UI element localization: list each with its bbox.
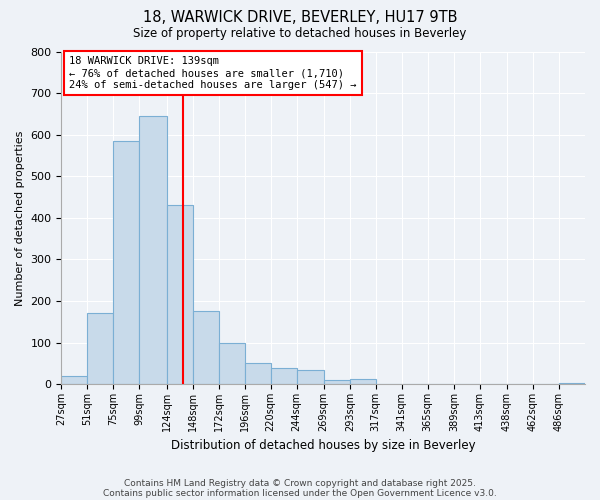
Text: 18, WARWICK DRIVE, BEVERLEY, HU17 9TB: 18, WARWICK DRIVE, BEVERLEY, HU17 9TB — [143, 10, 457, 25]
Bar — [139, 116, 167, 384]
Bar — [113, 141, 139, 384]
Text: Contains HM Land Registry data © Crown copyright and database right 2025.: Contains HM Land Registry data © Crown c… — [124, 478, 476, 488]
Bar — [193, 312, 218, 384]
Text: Size of property relative to detached houses in Beverley: Size of property relative to detached ho… — [133, 28, 467, 40]
Bar — [271, 368, 296, 384]
Y-axis label: Number of detached properties: Number of detached properties — [15, 130, 25, 306]
Bar — [167, 206, 193, 384]
Bar — [218, 342, 245, 384]
Text: 18 WARWICK DRIVE: 139sqm
← 76% of detached houses are smaller (1,710)
24% of sem: 18 WARWICK DRIVE: 139sqm ← 76% of detach… — [69, 56, 357, 90]
Bar — [61, 376, 88, 384]
Bar — [296, 370, 324, 384]
Bar — [324, 380, 350, 384]
Bar — [88, 314, 113, 384]
Bar — [245, 364, 271, 384]
X-axis label: Distribution of detached houses by size in Beverley: Distribution of detached houses by size … — [171, 440, 476, 452]
Bar — [350, 378, 376, 384]
Text: Contains public sector information licensed under the Open Government Licence v3: Contains public sector information licen… — [103, 488, 497, 498]
